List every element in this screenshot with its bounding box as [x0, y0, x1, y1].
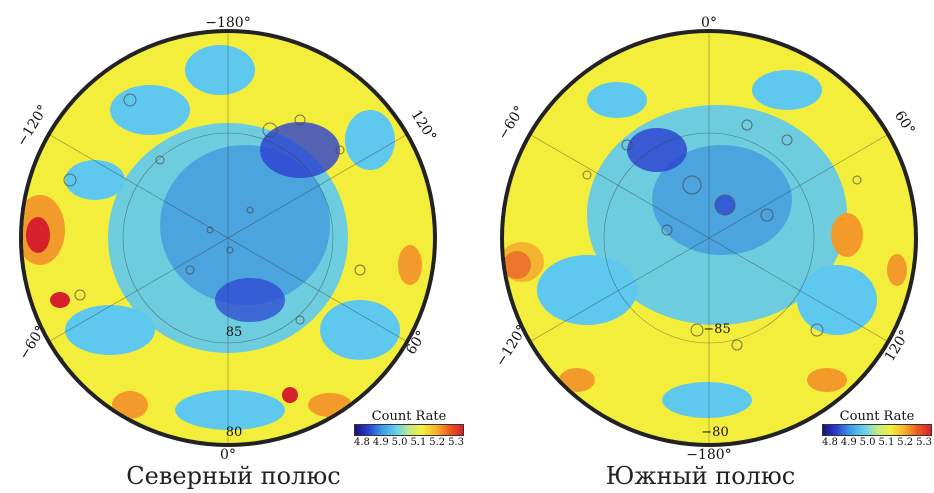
- legend-tick: 5.0: [391, 437, 408, 448]
- craters: [582, 119, 862, 351]
- north-pole-panel: −180° 0° −120° 120° −60° 60° 85 80 Count…: [14, 15, 464, 490]
- legend-ticks: 4.8 4.9 5.0 5.1 5.2 5.3: [354, 437, 464, 448]
- label-lat-outer: 80: [226, 425, 243, 440]
- legend-title: Count Rate: [371, 409, 447, 424]
- label-lat-outer: −80: [701, 425, 728, 440]
- color-scale-bar: [354, 424, 464, 436]
- legend-tick: 5.2: [429, 437, 446, 448]
- south-pole-panel: 0° −180° −60° 60° −120° 120° −85 −80 Cou…: [467, 0, 934, 493]
- legend-tick: 5.1: [410, 437, 427, 448]
- north-pole-caption: Северный полюс: [126, 462, 341, 490]
- count-rate-legend: Count Rate 4.8 4.9 5.0 5.1 5.2 5.3: [822, 409, 932, 448]
- label-top: −180°: [205, 15, 250, 31]
- label-lower-left: −60°: [16, 323, 49, 362]
- label-upper-left: −60°: [495, 103, 528, 142]
- legend-tick: 4.9: [372, 437, 389, 448]
- legend-tick: 4.8: [822, 437, 838, 448]
- label-lat-inner: 85: [226, 325, 243, 340]
- south-pole-map: 0° −180° −60° 60° −120° 120° −85 −80: [493, 15, 918, 463]
- count-rate-legend: Count Rate 4.8 4.9 5.0 5.1 5.2 5.3: [354, 409, 464, 448]
- count-rate-field: [504, 70, 907, 418]
- legend-tick: 4.9: [840, 437, 857, 448]
- graticule: [49, 33, 407, 443]
- legend-title: Count Rate: [839, 409, 915, 424]
- legend-tick: 5.0: [859, 437, 876, 448]
- south-pole-caption: Южный полюс: [605, 462, 796, 490]
- north-pole-map: −180° 0° −120° 120° −60° 60° 85 80: [14, 15, 439, 463]
- label-upper-right: 60°: [891, 108, 918, 138]
- label-lat-inner: −85: [703, 322, 730, 337]
- legend-tick: 5.1: [878, 437, 895, 448]
- legend-tick: 4.8: [354, 437, 370, 448]
- graticule: [530, 33, 888, 443]
- label-top: 0°: [701, 15, 717, 31]
- legend-tick: 5.3: [916, 437, 932, 448]
- legend-ticks: 4.8 4.9 5.0 5.1 5.2 5.3: [822, 437, 932, 448]
- label-bottom: 0°: [220, 447, 236, 463]
- legend-tick: 5.2: [897, 437, 914, 448]
- label-bottom: −180°: [686, 447, 731, 463]
- label-lower-left: −120°: [493, 322, 531, 369]
- label-upper-right: 120°: [408, 107, 439, 144]
- legend-tick: 5.3: [448, 437, 464, 448]
- color-scale-bar: [822, 424, 932, 436]
